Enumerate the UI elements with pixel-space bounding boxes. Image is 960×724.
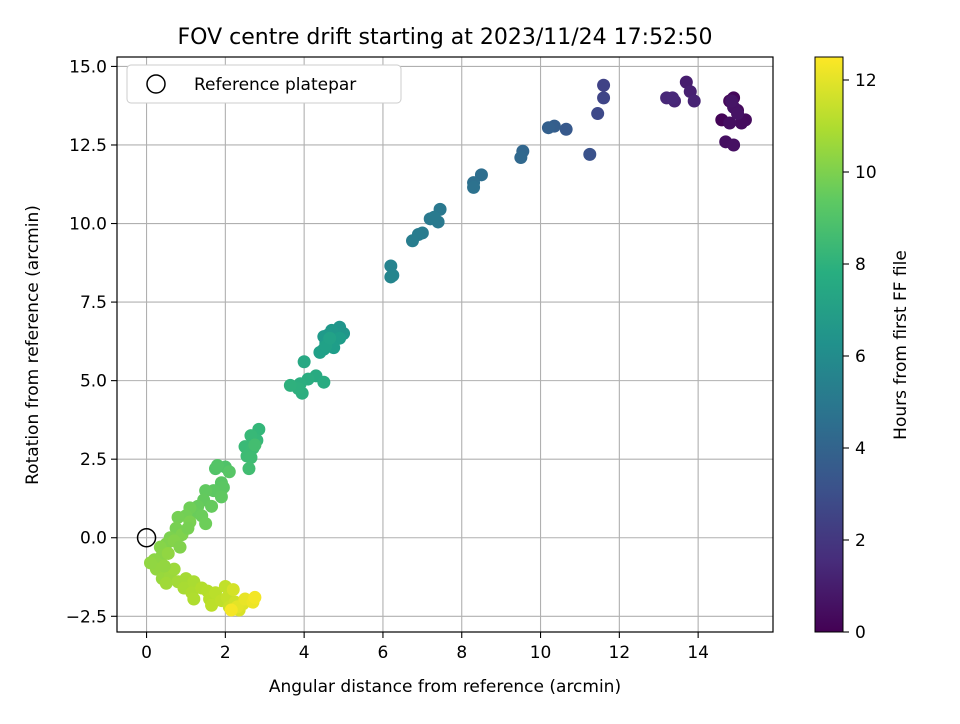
colorbar-tick-label: 0 xyxy=(855,623,866,643)
y-tick-label: 5.0 xyxy=(80,372,107,392)
data-point xyxy=(283,378,297,392)
colorbar-ticks: 0 2 4 6 8 10 12 xyxy=(843,71,877,643)
data-point xyxy=(666,91,680,105)
y-tick-label: 7.5 xyxy=(80,293,107,313)
x-tick-label: 2 xyxy=(220,643,231,663)
data-points xyxy=(143,75,752,617)
data-point xyxy=(159,576,173,590)
data-point xyxy=(333,331,347,345)
data-point xyxy=(467,180,481,194)
data-point xyxy=(214,490,228,504)
legend-box xyxy=(126,64,402,104)
reference-platepar-marker xyxy=(136,527,157,548)
data-point xyxy=(559,122,573,136)
data-point xyxy=(205,499,219,513)
y-axis-ticks: −2.5 0.0 2.5 5.0 7.5 10.0 12.5 15.0 xyxy=(66,57,117,627)
data-point xyxy=(171,510,185,524)
data-point xyxy=(427,210,441,224)
data-point xyxy=(205,598,219,612)
data-point xyxy=(210,458,224,472)
grid xyxy=(117,57,773,632)
x-tick-label: 6 xyxy=(378,643,389,663)
x-tick-label: 0 xyxy=(141,643,152,663)
chart-title: FOV centre drift starting at 2023/11/24 … xyxy=(178,25,713,50)
colorbar-tick-label: 6 xyxy=(855,347,866,367)
data-point xyxy=(723,116,737,130)
data-point xyxy=(242,462,256,476)
y-tick-label: 2.5 xyxy=(80,450,107,470)
colorbar-label: Hours from first FF file xyxy=(891,250,911,440)
data-point xyxy=(167,562,181,576)
data-point xyxy=(143,556,157,570)
data-point xyxy=(222,465,236,479)
colorbar-tick-label: 12 xyxy=(855,71,877,91)
plot-frame xyxy=(116,56,774,633)
colorbar-tick-label: 4 xyxy=(855,439,866,459)
data-point xyxy=(725,94,739,108)
data-point xyxy=(687,94,701,108)
data-point xyxy=(591,107,605,121)
data-point xyxy=(297,355,311,369)
data-point xyxy=(248,438,262,452)
data-point xyxy=(226,583,240,597)
x-tick-label: 8 xyxy=(456,643,467,663)
colorbar-tick-label: 8 xyxy=(855,255,866,275)
x-axis-label: Angular distance from reference (arcmin) xyxy=(269,677,621,697)
data-point xyxy=(541,121,555,135)
data-point xyxy=(173,540,187,554)
legend-entry: Reference platepar xyxy=(194,75,356,95)
x-tick-label: 14 xyxy=(687,643,709,663)
data-point xyxy=(157,559,171,573)
colorbar-gradient xyxy=(814,56,844,633)
data-point xyxy=(727,138,741,152)
y-tick-label: 10.0 xyxy=(69,215,107,235)
data-point xyxy=(323,331,337,345)
y-tick-label: −2.5 xyxy=(66,607,107,627)
data-point xyxy=(597,91,611,105)
y-tick-label: 12.5 xyxy=(69,136,107,156)
data-point xyxy=(161,546,175,560)
data-point xyxy=(317,375,331,389)
y-axis-label: Rotation from reference (arcmin) xyxy=(23,205,43,485)
x-tick-label: 4 xyxy=(299,643,310,663)
colorbar: 0 2 4 6 8 10 12 Hours from first FF file xyxy=(814,56,911,643)
data-point xyxy=(405,234,419,248)
data-point xyxy=(244,451,258,465)
x-axis-ticks: 0 2 4 6 8 10 12 14 xyxy=(141,632,709,663)
data-point xyxy=(248,590,262,604)
data-point xyxy=(731,107,745,121)
data-point xyxy=(514,151,528,165)
y-tick-label: 0.0 xyxy=(80,529,107,549)
x-tick-label: 12 xyxy=(609,643,631,663)
y-tick-label: 15.0 xyxy=(69,57,107,77)
colorbar-tick-label: 2 xyxy=(855,531,866,551)
data-point xyxy=(199,517,213,531)
legend-marker-icon xyxy=(146,74,166,94)
data-point xyxy=(384,270,398,284)
data-point xyxy=(597,78,611,92)
colorbar-tick-label: 10 xyxy=(855,163,877,183)
data-point xyxy=(181,521,195,535)
data-point xyxy=(474,168,488,182)
x-tick-label: 10 xyxy=(530,643,552,663)
data-point xyxy=(583,147,597,161)
legend: Reference platepar xyxy=(126,64,402,104)
data-point xyxy=(187,592,201,606)
data-point xyxy=(224,603,238,617)
